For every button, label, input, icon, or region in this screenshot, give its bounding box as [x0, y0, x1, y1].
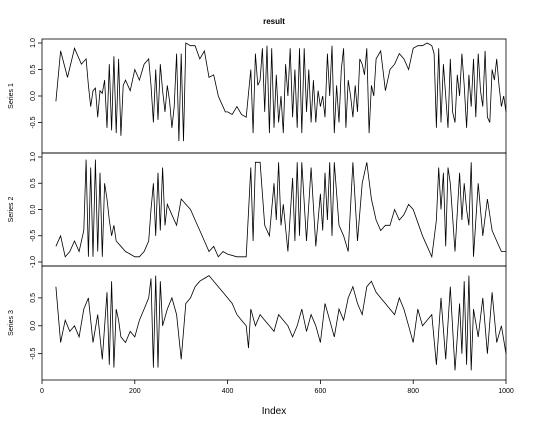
panel-frame-3 [41, 265, 507, 381]
x-axis-label: Index [262, 406, 286, 417]
series-line-3 [55, 275, 507, 371]
y-tick-label-1: -0.5 [30, 116, 37, 128]
y-tick-label-3: 0.5 [30, 293, 37, 303]
x-tick-label: 1000 [498, 388, 514, 395]
series-label-3: Series 3 [8, 310, 15, 336]
x-axis: 0 200 400 600 800 1000 [40, 380, 514, 395]
series-line-2 [55, 159, 506, 259]
y-tick-label-1: 0.0 [30, 91, 37, 101]
y-tick-label-2: 1.0 [30, 152, 37, 162]
y-tick-label-1: 1.0 [30, 38, 37, 48]
y-tick-label-2: 0.0 [30, 205, 37, 215]
series-line-1 [55, 42, 507, 142]
series-label-1: Series 1 [8, 83, 15, 109]
y-tick-label-2: -0.5 [30, 230, 37, 242]
y-tick-label-2: -1.0 [30, 256, 37, 268]
chart-title: result [263, 17, 285, 26]
x-tick-label: 800 [407, 388, 419, 395]
y-tick-label-1: 0.5 [30, 65, 37, 75]
x-tick-label: 400 [222, 388, 234, 395]
y-tick-label-3: 0.0 [30, 321, 37, 331]
y-tick-label-2: 0.5 [30, 178, 37, 188]
panel-3: -0.5 0.0 0.5 Series 3 [8, 265, 507, 381]
panels-group: -0.5 0.0 0.5 1.0 Series 1 -1.0 -0.5 0.0 0.5 1.0 Se… [8, 38, 507, 381]
series-label-2: Series 2 [8, 197, 15, 223]
panel-frame-1 [41, 38, 507, 154]
x-tick-label: 0 [40, 388, 44, 395]
panel-frame-2 [41, 152, 507, 267]
panel-2: -1.0 -0.5 0.0 0.5 1.0 Series 2 [8, 152, 507, 268]
x-tick-label: 200 [129, 388, 141, 395]
x-tick-label: 600 [315, 388, 327, 395]
y-tick-label-3: -0.5 [30, 348, 37, 360]
panel-1: -0.5 0.0 0.5 1.0 Series 1 [8, 38, 507, 154]
